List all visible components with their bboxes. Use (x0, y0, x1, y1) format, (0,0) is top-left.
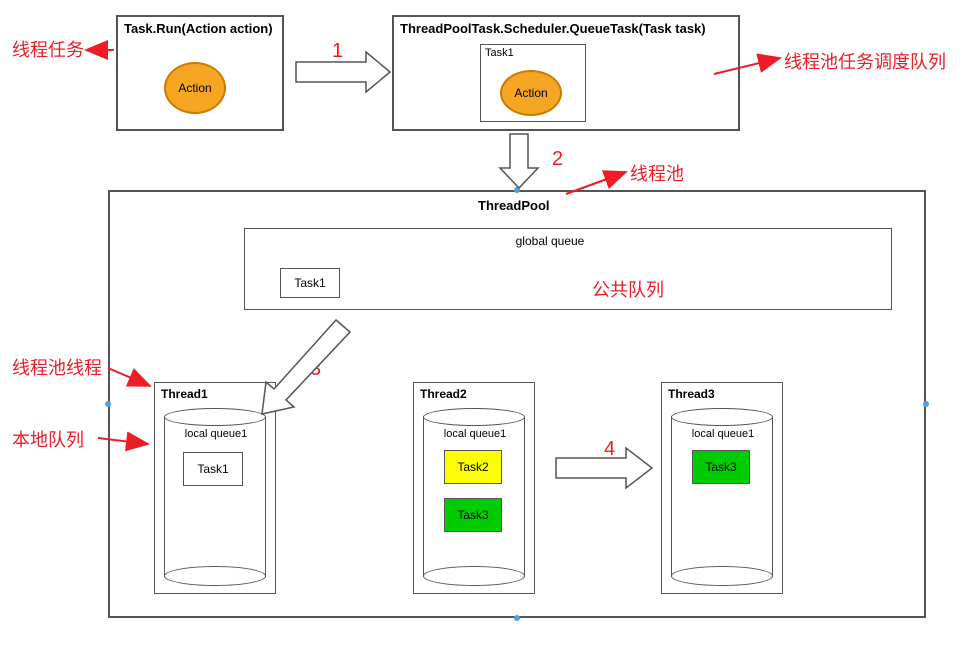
step-2: 2 (552, 148, 563, 171)
thread1-queue-label: local queue1 (178, 428, 254, 440)
ann-scheduler-queue: 线程池任务调度队列 (784, 48, 946, 74)
action-circle-1: Action (164, 62, 226, 114)
thread2-task3-label: Task3 (457, 508, 488, 522)
threadpool-title: ThreadPool (472, 194, 556, 217)
thread1-task1: Task1 (183, 452, 243, 486)
step-4: 4 (604, 438, 615, 461)
thread3-task3: Task3 (692, 450, 750, 484)
dot-right (923, 401, 929, 407)
thread2-task2-label: Task2 (457, 460, 488, 474)
thread2-title: Thread2 (414, 383, 534, 405)
thread1-task1-label: Task1 (197, 462, 228, 476)
thread3-title: Thread3 (662, 383, 782, 405)
global-task1-label: Task1 (294, 276, 325, 290)
task-run-title: Task.Run(Action action) (118, 17, 282, 40)
action-label-1: Action (178, 81, 211, 95)
dot-bottom (514, 615, 520, 621)
ann-global-queue: 公共队列 (592, 276, 664, 302)
ann-threadpool: 线程池 (630, 160, 684, 186)
thread2-task3: Task3 (444, 498, 502, 532)
scheduler-title: ThreadPoolTask.Scheduler.QueueTask(Task … (394, 17, 738, 40)
task1-inner-title: Task1 (481, 45, 585, 61)
dot-top (514, 187, 520, 193)
action-label-2: Action (514, 86, 547, 100)
thread2-queue-label: local queue1 (437, 428, 513, 440)
thread2-task2: Task2 (444, 450, 502, 484)
global-task1: Task1 (280, 268, 340, 298)
ann-thread: 线程池线程 (12, 354, 102, 380)
step-3: 3 (310, 358, 321, 381)
global-queue-label: global queue (500, 234, 600, 248)
thread3-task3-label: Task3 (705, 460, 736, 474)
ann-thread-task: 线程任务 (12, 36, 84, 62)
step-1: 1 (332, 40, 343, 63)
thread1-title: Thread1 (155, 383, 275, 405)
ann-local-queue: 本地队列 (12, 426, 84, 452)
thread3-queue-label: local queue1 (685, 428, 761, 440)
action-circle-2: Action (500, 70, 562, 116)
dot-left (105, 401, 111, 407)
